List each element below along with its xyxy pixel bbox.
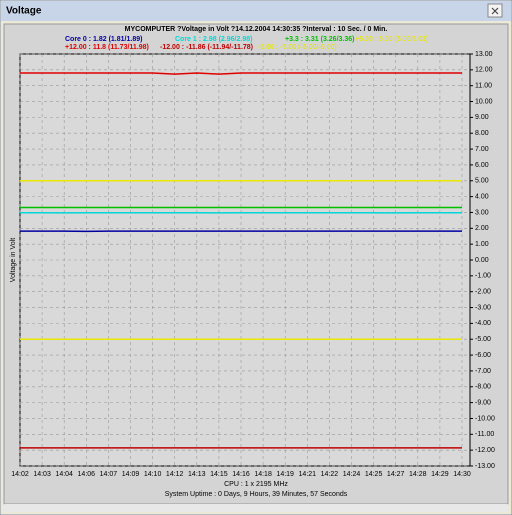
y-tick-label: 8.00 — [475, 130, 489, 137]
legend-entry: +12.00 : 11.8 (11.73/11.98) — [65, 44, 149, 51]
y-tick-label: -4.00 — [475, 320, 491, 327]
legend-entry: Core 1 : 2.98 (2.96/2.98) — [175, 36, 252, 43]
y-tick-label: -8.00 — [475, 384, 491, 391]
x-tick-label: 14:02 — [11, 471, 29, 478]
annotation: System Uptime : 0 Days, 9 Hours, 39 Minu… — [165, 491, 348, 498]
annotation: CPU : 1 x 2195 MHz — [224, 481, 288, 488]
y-tick-label: 5.00 — [475, 178, 489, 185]
x-tick-label: 14:06 — [78, 471, 96, 478]
x-tick-label: 14:30 — [453, 471, 471, 478]
x-tick-label: 14:29 — [431, 471, 449, 478]
x-tick-label: 14:12 — [166, 471, 184, 478]
series-line — [20, 72, 462, 75]
x-tick-label: 14:09 — [122, 471, 140, 478]
y-axis-label: Voltage in Volt — [10, 238, 17, 282]
x-tick-label: 14:19 — [276, 471, 294, 478]
y-tick-label: -10.00 — [475, 415, 495, 422]
x-tick-label: 14:25 — [365, 471, 383, 478]
y-tick-label: 0.00 — [475, 257, 489, 264]
x-tick-label: 14:03 — [33, 471, 51, 478]
legend-entry: +3.3 : 3.31 (3.26/3.36) — [285, 36, 354, 43]
y-tick-label: -7.00 — [475, 368, 491, 375]
window-title: Voltage — [6, 6, 42, 17]
y-tick-label: -11.00 — [475, 431, 494, 438]
legend-entry: -5.00 : -5.00 (-5.00/-5.00) — [258, 44, 337, 51]
y-tick-label: -1.00 — [475, 273, 491, 280]
chart-title: MYCOMPUTER ?Voltage in Volt ?14.12.2004 … — [125, 26, 388, 33]
x-tick-label: 14:22 — [321, 471, 339, 478]
x-tick-label: 14:15 — [210, 471, 228, 478]
y-tick-label: -3.00 — [475, 304, 491, 311]
x-tick-label: 14:13 — [188, 471, 206, 478]
y-tick-label: 9.00 — [475, 114, 489, 121]
x-tick-label: 14:18 — [254, 471, 272, 478]
x-tick-label: 14:24 — [343, 471, 361, 478]
x-tick-label: 14:21 — [299, 471, 317, 478]
close-icon — [491, 7, 499, 15]
y-tick-label: 6.00 — [475, 162, 489, 169]
y-tick-label: 2.00 — [475, 225, 489, 232]
y-tick-label: 7.00 — [475, 146, 489, 153]
y-tick-label: -6.00 — [475, 352, 491, 359]
legend-entry: +5.00 : 5.00 (5.00/5.03) — [355, 36, 428, 43]
title-bar — [1, 1, 511, 21]
x-tick-label: 14:16 — [232, 471, 250, 478]
y-tick-label: -2.00 — [475, 289, 491, 296]
x-tick-label: 14:04 — [55, 471, 73, 478]
y-tick-label: 11.00 — [475, 83, 492, 90]
x-tick-label: 14:07 — [100, 471, 118, 478]
y-tick-label: 4.00 — [475, 193, 489, 200]
y-tick-label: 3.00 — [475, 209, 489, 216]
legend-entry: Core 0 : 1.82 (1.81/1.89) — [65, 36, 142, 43]
y-tick-label: -13.00 — [475, 463, 495, 470]
y-tick-label: 10.00 — [475, 98, 493, 105]
y-tick-label: -9.00 — [475, 399, 491, 406]
y-tick-label: -5.00 — [475, 336, 491, 343]
x-tick-label: 14:28 — [409, 471, 427, 478]
y-tick-label: -12.00 — [475, 447, 495, 454]
y-tick-label: 12.00 — [475, 67, 493, 74]
legend-entry: -12.00 : -11.86 (-11.94/-11.78) — [160, 44, 253, 51]
y-tick-label: 1.00 — [475, 241, 489, 248]
x-tick-label: 14:27 — [387, 471, 405, 478]
x-tick-label: 14:10 — [144, 471, 162, 478]
status-bar — [4, 504, 508, 512]
y-tick-label: 13.00 — [475, 51, 493, 58]
